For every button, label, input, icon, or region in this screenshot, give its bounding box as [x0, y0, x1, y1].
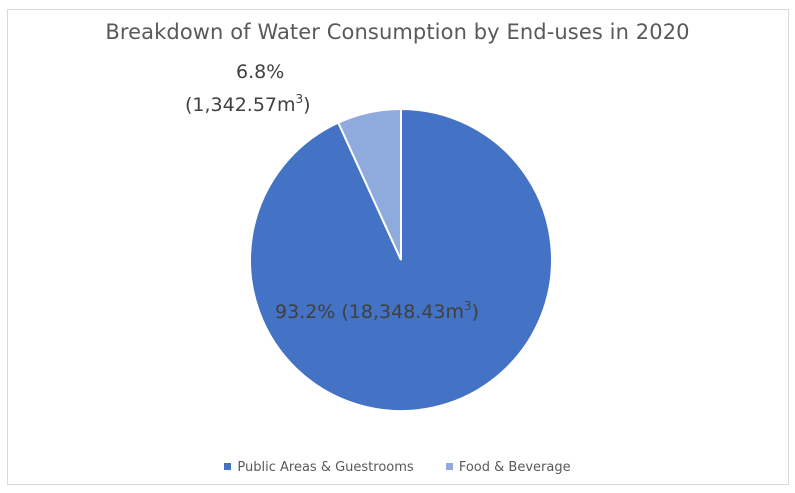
data-label-food-beverage-sup: 3	[296, 92, 304, 106]
legend-item-public-areas: Public Areas & Guestrooms	[224, 460, 414, 475]
data-label-public-areas: 93.2% (18,348.43m3)	[275, 299, 479, 323]
legend-swatch-food-beverage	[445, 463, 453, 470]
data-label-food-beverage-amount: (1,342.57m3)	[185, 92, 311, 116]
legend-label-food-beverage: Food & Beverage	[458, 460, 571, 475]
pie-slice-food-beverage	[336, 107, 402, 261]
data-label-food-beverage-amount-text: (1,342.57m	[185, 94, 296, 116]
data-label-public-areas-text: 93.2% (18,348.43m	[275, 301, 464, 323]
chart-title: Breakdown of Water Consumption by End-us…	[105, 20, 690, 44]
legend-item-food-beverage: Food & Beverage	[445, 460, 571, 475]
data-label-public-areas-sup: 3	[464, 299, 472, 313]
data-label-public-areas-close: )	[472, 301, 479, 323]
legend-label-public-areas: Public Areas & Guestrooms	[237, 460, 414, 475]
legend-swatch-public-areas	[224, 463, 232, 470]
chart-legend: Public Areas & Guestrooms Food & Beverag…	[0, 460, 795, 475]
data-label-food-beverage-close: )	[303, 94, 310, 116]
data-label-food-beverage-percent: 6.8%	[236, 61, 284, 83]
